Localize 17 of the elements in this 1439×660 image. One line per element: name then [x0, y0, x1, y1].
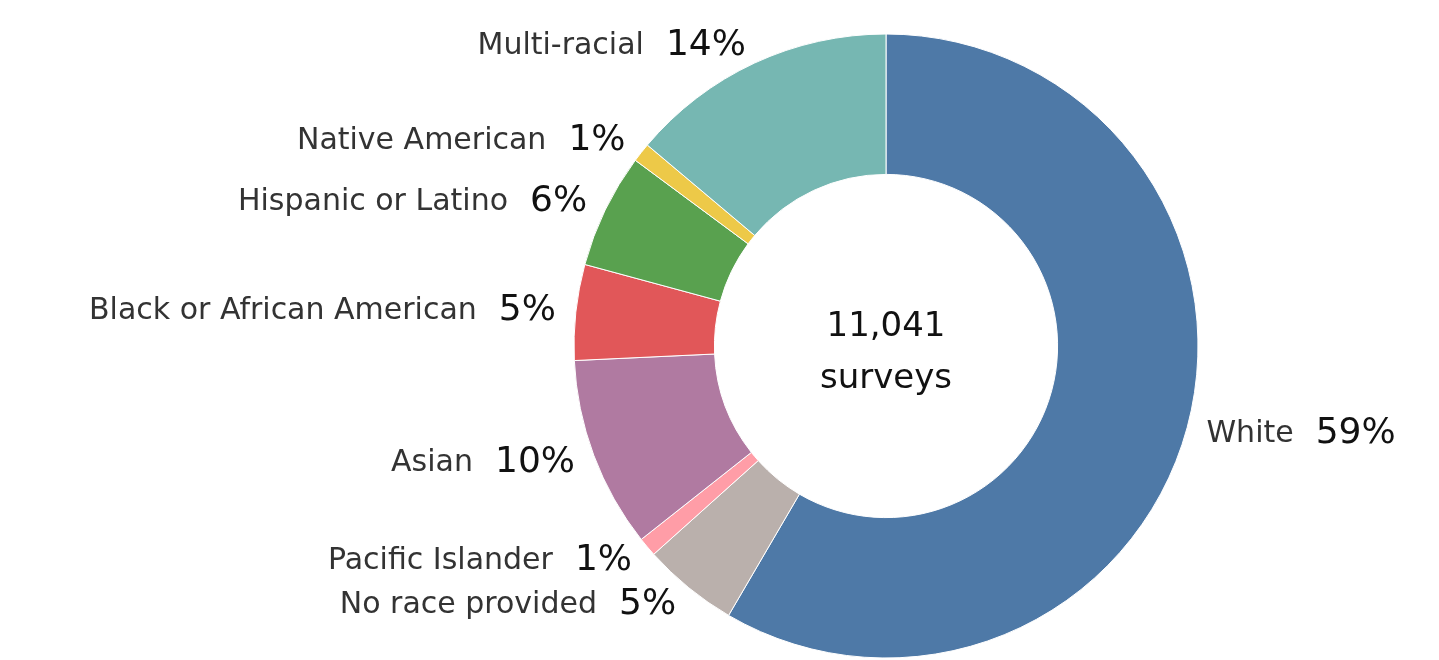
data-label: 10%	[495, 439, 576, 481]
slice-label: Multi-racial	[477, 25, 644, 61]
slice-label: Native American	[296, 120, 547, 156]
text: 11,041 surveys	[819, 303, 953, 396]
data-label: 59%	[1315, 409, 1396, 451]
data-label: 1%	[574, 536, 633, 578]
slice-label: No race provided	[339, 584, 598, 620]
slice-label: Asian	[391, 442, 473, 478]
data-label: 6%	[530, 178, 588, 220]
data-label: 14%	[665, 21, 746, 63]
slice-label: Hispanic or Latino	[237, 181, 509, 217]
data-label: 5%	[619, 580, 677, 622]
slice-label: White	[1206, 413, 1294, 449]
data-label: 5%	[498, 286, 556, 328]
slice-label: Black or African American	[89, 290, 477, 326]
data-label: 1%	[568, 117, 626, 159]
slice-label: Pacific Islander	[327, 540, 554, 576]
